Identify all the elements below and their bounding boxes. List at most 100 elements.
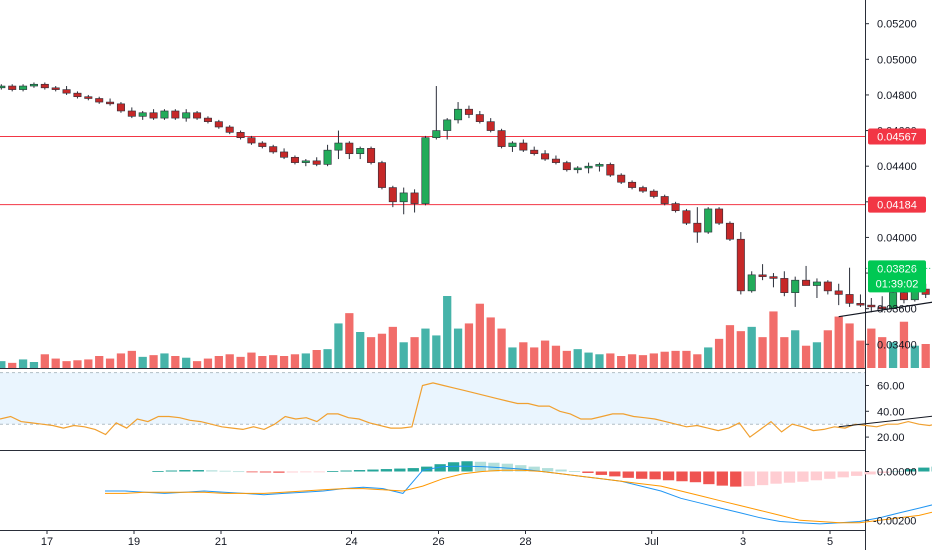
candle-up (30, 84, 37, 86)
volume-bar (508, 347, 516, 368)
volume-bar (454, 329, 462, 368)
volume-bar (247, 353, 255, 368)
macd-histogram-bar (717, 472, 728, 486)
macd-histogram-bar (327, 471, 338, 472)
candle-down (313, 161, 320, 165)
volume-bar (563, 351, 571, 368)
oscillator-band (0, 373, 865, 425)
volume-bar (302, 353, 310, 368)
volume-bar (334, 323, 342, 368)
candle-down (150, 113, 157, 118)
current-price-label: 0.03826 (877, 263, 917, 275)
candle-down (661, 196, 668, 203)
candle-down (541, 154, 548, 159)
volume-bar (0, 361, 5, 368)
time-axis-tick-label: 3 (740, 536, 746, 548)
candle-down (96, 99, 103, 103)
candle-down (726, 223, 733, 239)
volume-bar (236, 357, 244, 368)
volume-bar (835, 317, 843, 368)
candle-up (19, 86, 26, 90)
candle-up (183, 113, 190, 118)
candle-down (618, 175, 625, 182)
candle-down (900, 293, 907, 300)
candle-down (824, 282, 831, 291)
volume-bar (291, 354, 299, 368)
candle-down (117, 104, 124, 111)
volume-bar (476, 304, 484, 368)
price-axis-tick-label: 0.04000 (877, 232, 917, 244)
candle-down (85, 97, 92, 99)
candle-down (367, 148, 374, 162)
volume-bar (345, 313, 353, 368)
volume-bar (443, 296, 451, 368)
candle-up (302, 161, 309, 163)
candle-down (106, 102, 113, 104)
candle-up (596, 164, 603, 166)
volume-bar (856, 341, 864, 368)
volume-bar (606, 353, 614, 368)
macd-histogram-bar (367, 470, 378, 472)
volume-bar (323, 349, 331, 368)
volume-bar (84, 359, 92, 368)
volume-bar (780, 337, 788, 368)
macd-histogram-bar (273, 472, 284, 473)
candle-down (857, 303, 864, 305)
volume-bar (541, 341, 549, 368)
level-price-tag-label: 0.04567 (877, 131, 917, 143)
volume-bar (824, 330, 832, 368)
macd-histogram-bar (609, 472, 620, 477)
candle-down (846, 294, 853, 303)
macd-histogram-bar (206, 470, 217, 471)
volume-bar (769, 311, 777, 368)
candle-down (563, 163, 570, 170)
volume-bar (465, 323, 473, 368)
candle-down (52, 88, 59, 90)
candle-down (476, 115, 483, 122)
volume-bar (389, 327, 397, 368)
candle-up (161, 111, 168, 118)
time-axis-tick-label: 24 (345, 536, 357, 548)
time-axis-tick-label: Jul (645, 536, 659, 548)
candle-down (802, 280, 809, 285)
candle-down (672, 204, 679, 211)
volume-bar (595, 354, 603, 368)
macd-histogram-bar (596, 472, 607, 475)
candle-down (270, 147, 277, 152)
volume-bar (628, 354, 636, 368)
volume-bar (215, 356, 223, 368)
volume-bar (41, 354, 49, 368)
candle-down (487, 122, 494, 131)
candle-down (215, 122, 222, 127)
candle-up (324, 150, 331, 164)
volume-bar (726, 325, 734, 368)
candle-down (770, 277, 777, 279)
volume-bar (171, 356, 179, 368)
macd-histogram-bar (220, 471, 231, 472)
macd-histogram-bar (152, 471, 163, 472)
volume-bar (106, 359, 114, 368)
candle-down (193, 113, 200, 118)
volume-bar (661, 352, 669, 368)
candle-down (715, 209, 722, 223)
candle-down (781, 278, 788, 292)
candle-down (552, 159, 559, 163)
volume-bar (584, 353, 592, 368)
price-axis-tick-label: 0.04400 (877, 161, 917, 173)
candle-down (683, 211, 690, 223)
candle-down (291, 157, 298, 162)
macd-histogram-bar (582, 472, 593, 473)
volume-bar (193, 361, 201, 368)
macd-histogram-bar (623, 472, 634, 478)
candle-up (433, 131, 440, 138)
candle-down (9, 86, 16, 90)
candle-down (759, 275, 766, 277)
macd-histogram-bar (636, 472, 647, 479)
volume-bar (204, 359, 212, 368)
volume-bar (791, 330, 799, 368)
volume-bar (258, 356, 266, 368)
volume-bar (410, 337, 418, 368)
macd-histogram-bar (394, 469, 405, 472)
macd-histogram-bar (300, 472, 311, 473)
